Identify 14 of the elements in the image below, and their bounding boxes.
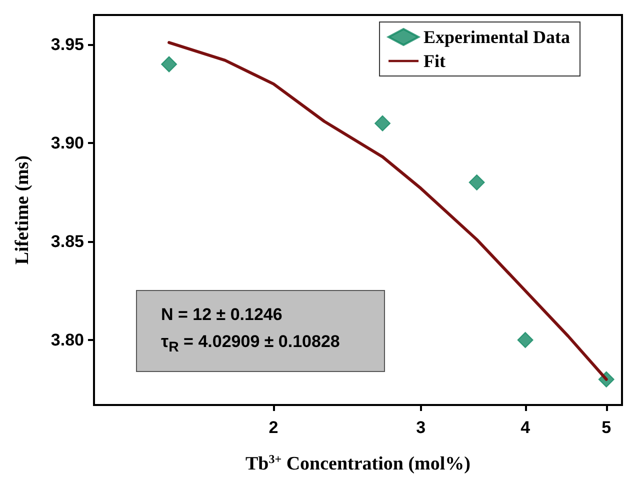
y-tick-label: 3.80: [50, 330, 84, 350]
legend-label: Experimental Data: [424, 27, 570, 47]
legend-label: Fit: [424, 51, 446, 71]
y-tick-label: 3.85: [50, 232, 84, 252]
x-tick-label: 2: [268, 418, 278, 437]
y-tick-label: 3.90: [50, 134, 84, 153]
y-tick-label: 3.95: [50, 35, 84, 54]
y-axis-title: Lifetime (ms): [12, 155, 33, 265]
x-tick-label: 3: [416, 418, 426, 437]
annotation: N = 12 ± 0.1246: [161, 304, 284, 326]
x-tick-label: 4: [520, 418, 531, 437]
annotation: τ$_{R}$ = 4.02909 ± 0.10828: [161, 331, 341, 358]
x-tick-label: 5: [602, 418, 612, 437]
parameter-box: N = 12 ± 0.1246 τ$_{R}$ = 4.02909 ± 0.10828: [136, 290, 385, 372]
